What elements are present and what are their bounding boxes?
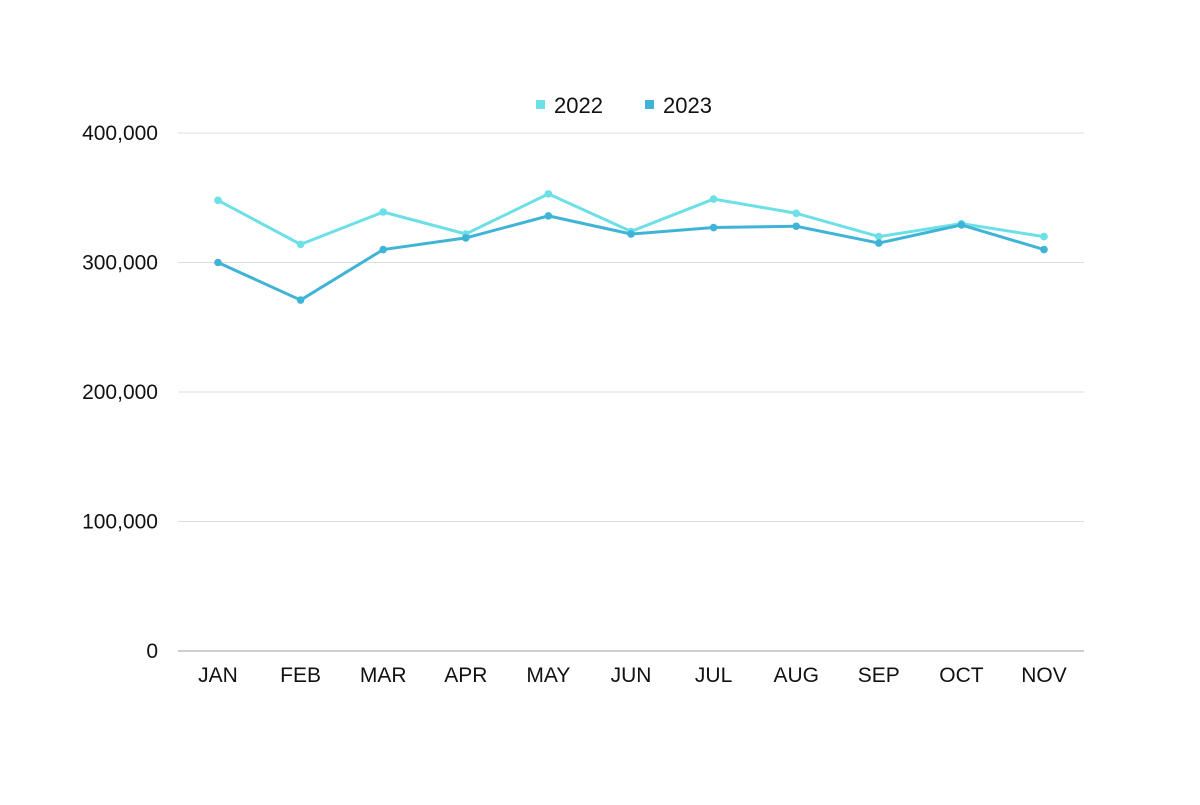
x-tick-label: NOV [1021,664,1067,687]
series-lines [214,190,1048,304]
data-point [957,221,966,229]
data-point [379,245,388,254]
legend-swatch [536,100,545,109]
data-point [544,212,553,220]
legend-swatch [645,100,654,109]
data-point [1040,245,1048,254]
axes: 0 100,000 200,000 300,000 400,000 JAN FEB MAR AP… [82,122,1084,687]
data-point [1040,232,1048,241]
data-point [875,239,883,247]
x-tick-label: JAN [198,664,238,687]
x-tick-label: APR [444,664,487,687]
data-point [296,296,305,304]
data-point [462,234,470,242]
data-point [792,209,800,218]
legend-label: 2022 [554,93,603,118]
x-tick-label: OCT [939,664,984,687]
y-tick-label: 400,000 [82,122,158,145]
data-point [792,222,800,231]
data-point [875,232,883,241]
y-tick-label: 300,000 [82,252,158,275]
gridlines [178,132,1084,522]
x-tick-label: JUL [695,664,732,687]
series-2022 [214,190,1048,249]
data-point [214,196,222,205]
legend: 2022 2023 [536,93,712,118]
data-point [214,258,222,267]
x-tick-label: SEP [858,664,900,687]
data-point [296,240,305,249]
x-tick-label: JUN [611,664,652,687]
y-tick-label: 0 [146,640,158,663]
x-tick-label: MAY [526,664,570,687]
x-tick-label: AUG [773,664,819,687]
x-tick-label: MAR [360,664,407,687]
legend-label: 2023 [663,93,712,118]
y-tick-label: 100,000 [82,511,158,534]
data-point [627,230,635,238]
data-point [709,223,718,232]
data-point [379,208,388,216]
y-tick-label: 200,000 [82,381,158,404]
data-point [544,190,553,198]
legend-item: 2023 [645,93,712,118]
x-tick-label: FEB [280,664,321,687]
legend-item: 2022 [536,93,603,118]
series-2023 [214,212,1048,304]
data-point [709,195,718,203]
